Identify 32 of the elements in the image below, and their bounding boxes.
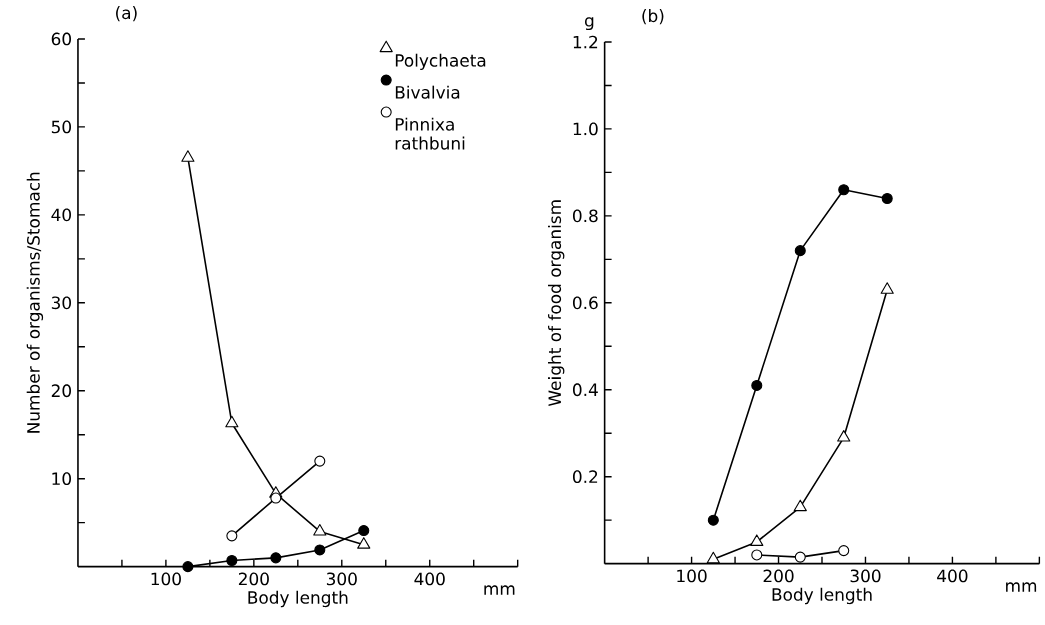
x-tick-label: 400 [414, 572, 445, 586]
y-tick-label: 20 [51, 384, 71, 398]
legend-label: Pinnixa rathbuni [395, 117, 465, 150]
y-tick-label: 1.2 [573, 35, 598, 49]
y-axis-title: Number of organisms/Stomach [26, 172, 44, 433]
text: g [584, 17, 594, 31]
x-tick-label: 300 [850, 569, 881, 583]
y-tick-label: 10 [52, 472, 71, 486]
text: mm [1006, 582, 1037, 592]
x-axis-title: Body length [772, 587, 872, 605]
y-tick-label: 30 [51, 296, 71, 310]
y-tick-label: 50 [51, 120, 71, 134]
y-tick-label: 0.6 [572, 296, 598, 310]
x-tick-label: 400 [937, 569, 968, 583]
x-tick-label: 200 [238, 572, 269, 586]
y-tick-label: 1.0 [573, 122, 598, 136]
x-tick-label: 300 [326, 572, 357, 586]
x-tick-label: 100 [151, 572, 181, 586]
chart-title: (a) [116, 6, 137, 22]
y-tick-label: 60 [51, 32, 71, 46]
legend-label: Bivalvia [395, 85, 460, 99]
y-tick-label: 0.8 [572, 209, 598, 223]
y-tick-label: 0.2 [572, 470, 598, 484]
y-tick-label: 40 [51, 208, 71, 222]
x-tick-label: 200 [763, 569, 794, 583]
chart-title: (b) [642, 9, 664, 25]
legend-label: Polychaeta [395, 53, 486, 71]
y-tick-label: 0.4 [572, 383, 598, 397]
y-axis-title: Weight of food organism [548, 200, 565, 407]
x-tick-label: 100 [677, 569, 707, 583]
x-axis-title: Body length [248, 590, 348, 608]
text: mm [484, 585, 515, 595]
